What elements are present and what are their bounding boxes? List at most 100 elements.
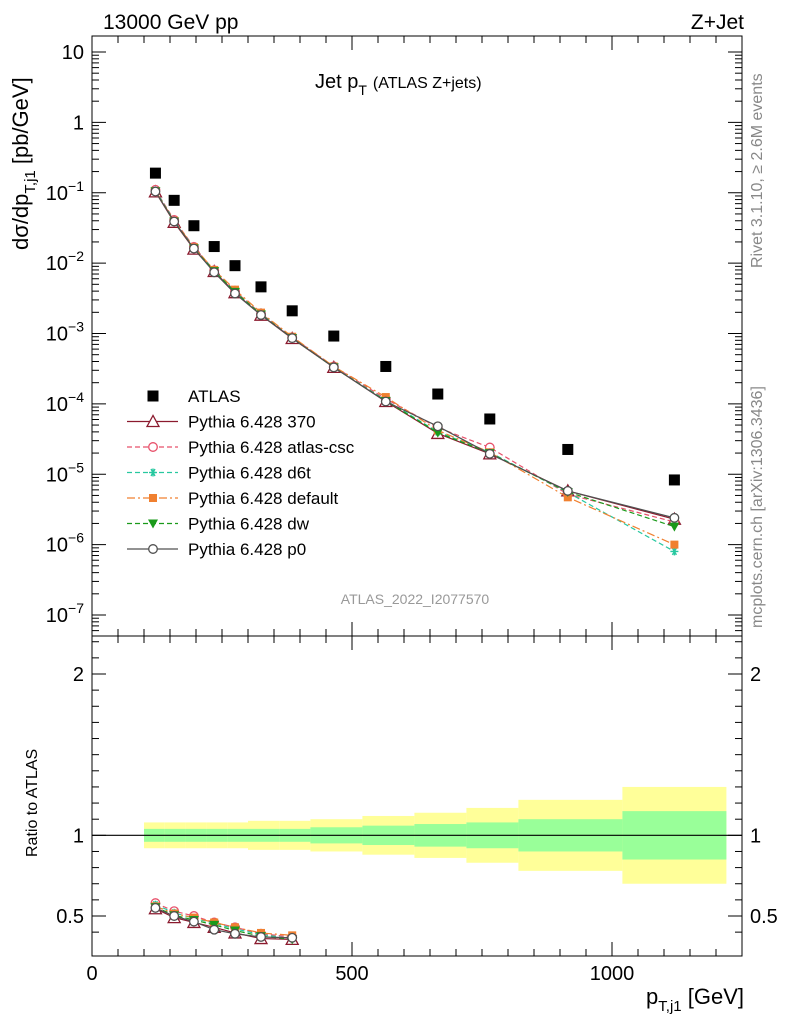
data-point <box>562 485 573 496</box>
data-point <box>209 267 220 278</box>
plot-title-extra: (ATLAS Z+jets) <box>373 75 482 92</box>
analysis-id: ATLAS_2022_I2077570 <box>341 591 490 607</box>
legend-marker <box>148 544 158 554</box>
y-tick-label: 10−4 <box>46 389 84 416</box>
data-point <box>669 512 680 523</box>
data-point <box>484 448 495 459</box>
plot-title: Jet pT (ATLAS Z+jets) <box>315 71 482 98</box>
y-tick-label: 1 <box>73 112 84 134</box>
plot-title-main: Jet p <box>315 71 358 93</box>
x-axis-title-sub: T,j1 <box>658 998 681 1015</box>
data-point <box>380 360 392 372</box>
data-point <box>149 167 161 179</box>
ratio-y-tick-label: 1 <box>73 825 84 847</box>
ratio-frame <box>91 635 743 957</box>
legend-label: Pythia 6.428 d6t <box>188 464 311 483</box>
data-point <box>670 540 679 549</box>
data-point <box>668 474 680 486</box>
data-point <box>287 333 298 344</box>
legend-marker <box>145 414 161 428</box>
legend-label: Pythia 6.428 370 <box>188 413 316 432</box>
data-point <box>208 241 220 253</box>
plot-title-sub: T <box>358 82 367 98</box>
data-point <box>150 186 161 197</box>
legend: ATLAS Pythia 6.428 370 Pythia 6.428 atlas-… <box>127 387 355 559</box>
legend-item: Pythia 6.428 atlas-csc <box>127 438 355 457</box>
legend-label: ATLAS <box>188 387 241 406</box>
x-axis-title: pT,j1 [GeV] <box>646 984 744 1015</box>
ratio-point <box>230 928 240 939</box>
data-point <box>188 243 199 254</box>
legend-marker <box>149 468 157 477</box>
data-point <box>169 216 180 227</box>
data-point <box>286 305 298 317</box>
ratio-series <box>148 898 300 946</box>
data-point <box>563 493 572 502</box>
ratio-y-tick-label: 2 <box>73 664 84 686</box>
y-axis-title-main-text: dσ/dp <box>8 194 33 250</box>
y-ticks-ratio: 0.5 0.5 1 1 2 2 <box>56 641 778 933</box>
data-point <box>484 413 496 425</box>
energy-label: 13000 GeV pp <box>103 11 238 34</box>
ratio-panel: 0 500 1000 0.5 0.5 1 1 2 2 <box>56 635 778 985</box>
y-axis-title-main: dσ/dpT,j1 [pb/GeV] <box>8 77 39 250</box>
legend-item: Pythia 6.428 d6t <box>127 464 311 483</box>
ratio-series-p0 <box>150 902 298 943</box>
x-axis-title-text: p <box>646 984 658 1009</box>
legend-marker <box>147 390 159 402</box>
x-tick-label: 0 <box>86 963 97 985</box>
y-tick-label: 10 <box>62 42 84 64</box>
ratio-point <box>150 902 161 913</box>
y-axis-title-ratio: Ratio to ATLAS <box>24 749 41 857</box>
legend-item: Pythia 6.428 370 <box>127 413 316 432</box>
rivet-label: Rivet 3.1.10, ≥ 2.6M events <box>749 73 766 268</box>
series-p0 <box>150 186 680 523</box>
data-point <box>432 388 444 400</box>
ratio-y-tick-label-right: 2 <box>750 664 761 686</box>
legend-label: Pythia 6.428 dw <box>188 515 310 534</box>
data-point <box>230 288 240 299</box>
ratio-y-tick-label: 0.5 <box>56 906 84 928</box>
ratio-point <box>169 911 180 921</box>
y-tick-label: 10−2 <box>46 248 84 275</box>
y-tick-label: 10−7 <box>46 600 84 627</box>
data-point <box>670 547 679 556</box>
data-point <box>168 194 180 206</box>
main-series <box>148 167 682 556</box>
ratio-point <box>256 932 266 942</box>
process-label: Z+Jet <box>691 11 744 34</box>
data-point <box>380 396 391 407</box>
data-point <box>669 522 680 532</box>
series-atlas <box>149 167 680 486</box>
legend-marker <box>148 442 158 452</box>
y-tick-label: 10−3 <box>46 319 84 346</box>
data-point <box>432 421 443 432</box>
ratio-y-tick-label-right: 0.5 <box>750 906 778 928</box>
ratio-point <box>188 916 199 927</box>
x-tick-label: 1000 <box>590 963 635 985</box>
mcplots-label: mcplots.cern.ch [arXiv:1306.3436] <box>749 386 766 628</box>
y-axis-title-main-unit: [pb/GeV] <box>8 77 33 170</box>
x-tick-label: 500 <box>335 963 368 985</box>
legend-item: Pythia 6.428 default <box>127 489 339 508</box>
legend-marker <box>149 494 157 502</box>
legend-marker <box>148 519 158 529</box>
legend-label: Pythia 6.428 atlas-csc <box>188 438 355 457</box>
data-point <box>256 310 266 320</box>
main-panel: 10 1 10−1 10−2 10−3 10−4 10−5 10−6 10−7 <box>46 35 743 637</box>
y-tick-label: 10−6 <box>46 530 84 557</box>
data-point <box>562 443 574 455</box>
data-point <box>432 428 443 438</box>
legend-item: Pythia 6.428 p0 <box>127 540 306 559</box>
data-point <box>188 220 200 232</box>
ratio-point <box>287 932 298 943</box>
y-ticks-main: 10 1 10−1 10−2 10−3 10−4 10−5 10−6 10−7 <box>46 42 742 632</box>
y-tick-label: 10−1 <box>46 178 84 205</box>
y-tick-label: 10−5 <box>46 459 84 486</box>
data-point <box>328 362 339 373</box>
y-axis-title-main-sub: T,j1 <box>22 170 39 193</box>
legend-item: Pythia 6.428 dw <box>127 515 310 534</box>
x-axis-title-unit: [GeV] <box>682 984 744 1009</box>
data-point <box>255 281 267 293</box>
